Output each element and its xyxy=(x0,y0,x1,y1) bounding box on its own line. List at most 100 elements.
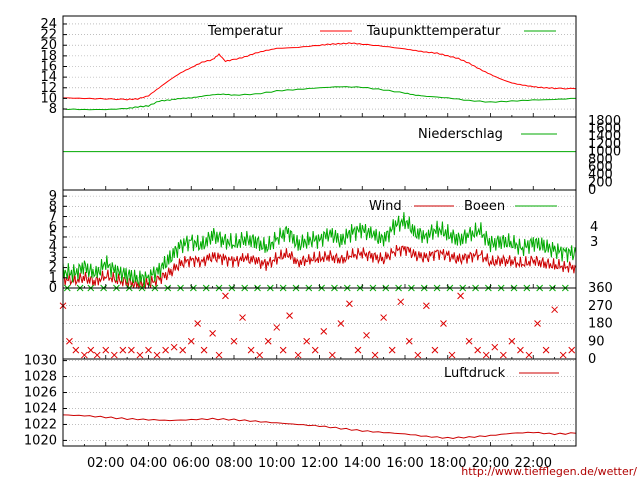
series-line-wind-1 xyxy=(62,212,577,288)
direction-marker-0 xyxy=(457,292,464,300)
marker-stroke xyxy=(303,337,311,345)
direction-marker-0 xyxy=(423,302,430,310)
marker-stroke xyxy=(81,351,88,359)
direction-marker-0 xyxy=(354,346,362,354)
y-tick-label-pressure: 1022 xyxy=(24,417,57,432)
direction-marker-0 xyxy=(215,351,223,359)
direction-marker-0 xyxy=(179,346,187,354)
direction-marker-0 xyxy=(153,351,161,359)
marker-stroke xyxy=(66,337,73,345)
y-tick-label-precip: 600 xyxy=(588,160,613,175)
direction-marker-0 xyxy=(162,346,169,354)
direction-marker-0 xyxy=(346,300,353,308)
direction-marker-0 xyxy=(66,337,73,345)
legend-temperatur: Temperatur xyxy=(207,24,283,39)
y-tick-label-direction: 360 xyxy=(588,281,613,296)
direction-marker-0 xyxy=(87,346,95,354)
direction-marker-0 xyxy=(239,314,246,321)
direction-marker-0 xyxy=(508,337,516,345)
y-tick-label-precip: 1600 xyxy=(588,122,621,137)
marker-stroke xyxy=(239,314,246,321)
series-line-temp-1 xyxy=(62,86,576,111)
marker-stroke xyxy=(354,346,362,354)
y-tick-label-wind: 2 xyxy=(49,261,57,276)
x-tick-label: 12:00 xyxy=(301,456,338,471)
x-tick-label: 10:00 xyxy=(258,456,295,471)
y-tick-label-temp: 24 xyxy=(40,17,57,32)
marker-stroke xyxy=(328,351,336,359)
direction-marker-0 xyxy=(81,351,88,359)
marker-stroke xyxy=(72,346,80,354)
labels-layer: 8101214161820222402004006008001000120014… xyxy=(24,17,621,471)
direction-marker-0 xyxy=(303,337,311,345)
direction-marker-0 xyxy=(551,306,558,314)
y-tick-label-temp: 16 xyxy=(40,60,57,75)
direction-marker-0 xyxy=(110,351,118,359)
direction-marker-0 xyxy=(256,351,264,359)
marker-stroke xyxy=(440,320,447,327)
direction-marker-0 xyxy=(568,346,576,354)
direction-marker-0 xyxy=(542,346,550,354)
direction-marker-0 xyxy=(388,346,396,354)
panel-frames xyxy=(62,15,577,447)
marker-stroke xyxy=(474,346,482,354)
direction-marker-0 xyxy=(187,337,195,345)
footer-url: http://www.tiefflegen.de/wetter/ xyxy=(461,465,637,478)
direction-marker-0 xyxy=(363,331,370,339)
direction-marker-0 xyxy=(380,314,387,321)
legend-luftdruck: Luftdruck xyxy=(444,366,506,381)
marker-stroke xyxy=(525,351,533,359)
direction-marker-0 xyxy=(200,346,208,354)
y-tick-label-precip: 200 xyxy=(588,175,613,190)
marker-stroke xyxy=(457,292,464,300)
marker-stroke xyxy=(110,351,118,359)
marker-stroke xyxy=(371,351,379,359)
marker-stroke xyxy=(256,351,264,359)
direction-marker-0 xyxy=(247,346,255,354)
marker-stroke xyxy=(363,331,370,339)
y-tick-label-pressure: 1024 xyxy=(24,401,57,416)
direction-marker-0 xyxy=(499,351,507,359)
y-tick-label-temp: 12 xyxy=(40,81,57,96)
y-tick-label-wind: 7 xyxy=(49,210,57,225)
y-tick-label-temp: 10 xyxy=(40,91,57,106)
direction-marker-0 xyxy=(440,320,447,327)
y-tick-label-temp: 20 xyxy=(40,38,57,53)
marker-stroke xyxy=(482,351,490,359)
y-tick-label-direction: 0 xyxy=(588,352,596,367)
legend-taupunkttemperatur: Taupunkttemperatur xyxy=(366,24,501,39)
direction-marker-0 xyxy=(431,346,439,354)
y-tick-label-direction: 270 xyxy=(588,299,613,314)
marker-stroke xyxy=(230,337,238,345)
marker-stroke xyxy=(145,346,152,354)
marker-stroke xyxy=(423,302,430,310)
marker-stroke xyxy=(414,351,422,359)
y-tick-label-wind: 4 xyxy=(49,240,57,255)
legend-wind: Wind xyxy=(369,199,402,214)
marker-stroke xyxy=(405,337,413,345)
y-tick-label-pressure: 1026 xyxy=(24,386,57,401)
y-tick-label-wind: 9 xyxy=(49,189,57,204)
marker-stroke xyxy=(279,346,287,354)
marker-stroke xyxy=(337,320,345,327)
marker-stroke xyxy=(209,330,216,337)
direction-marker-0 xyxy=(93,351,101,359)
direction-marker-0 xyxy=(119,346,127,354)
marker-stroke xyxy=(264,337,272,345)
direction-marker-0 xyxy=(448,351,456,359)
marker-stroke xyxy=(222,292,229,300)
direction-marker-0 xyxy=(397,298,405,306)
direction-marker-0 xyxy=(209,330,216,337)
marker-stroke xyxy=(162,346,169,354)
y-tick-label-right-wind: 3 xyxy=(590,235,598,250)
direction-marker-0 xyxy=(286,312,293,319)
direction-marker-0 xyxy=(72,346,80,354)
y-tick-label-precip: 400 xyxy=(588,168,613,183)
series-line-wind-0 xyxy=(62,244,577,290)
y-tick-label-wind: 3 xyxy=(49,250,57,265)
marker-stroke xyxy=(128,346,135,354)
direction-marker-0 xyxy=(230,337,238,345)
x-tick-label: 14:00 xyxy=(344,456,381,471)
direction-marker-0 xyxy=(559,351,567,359)
